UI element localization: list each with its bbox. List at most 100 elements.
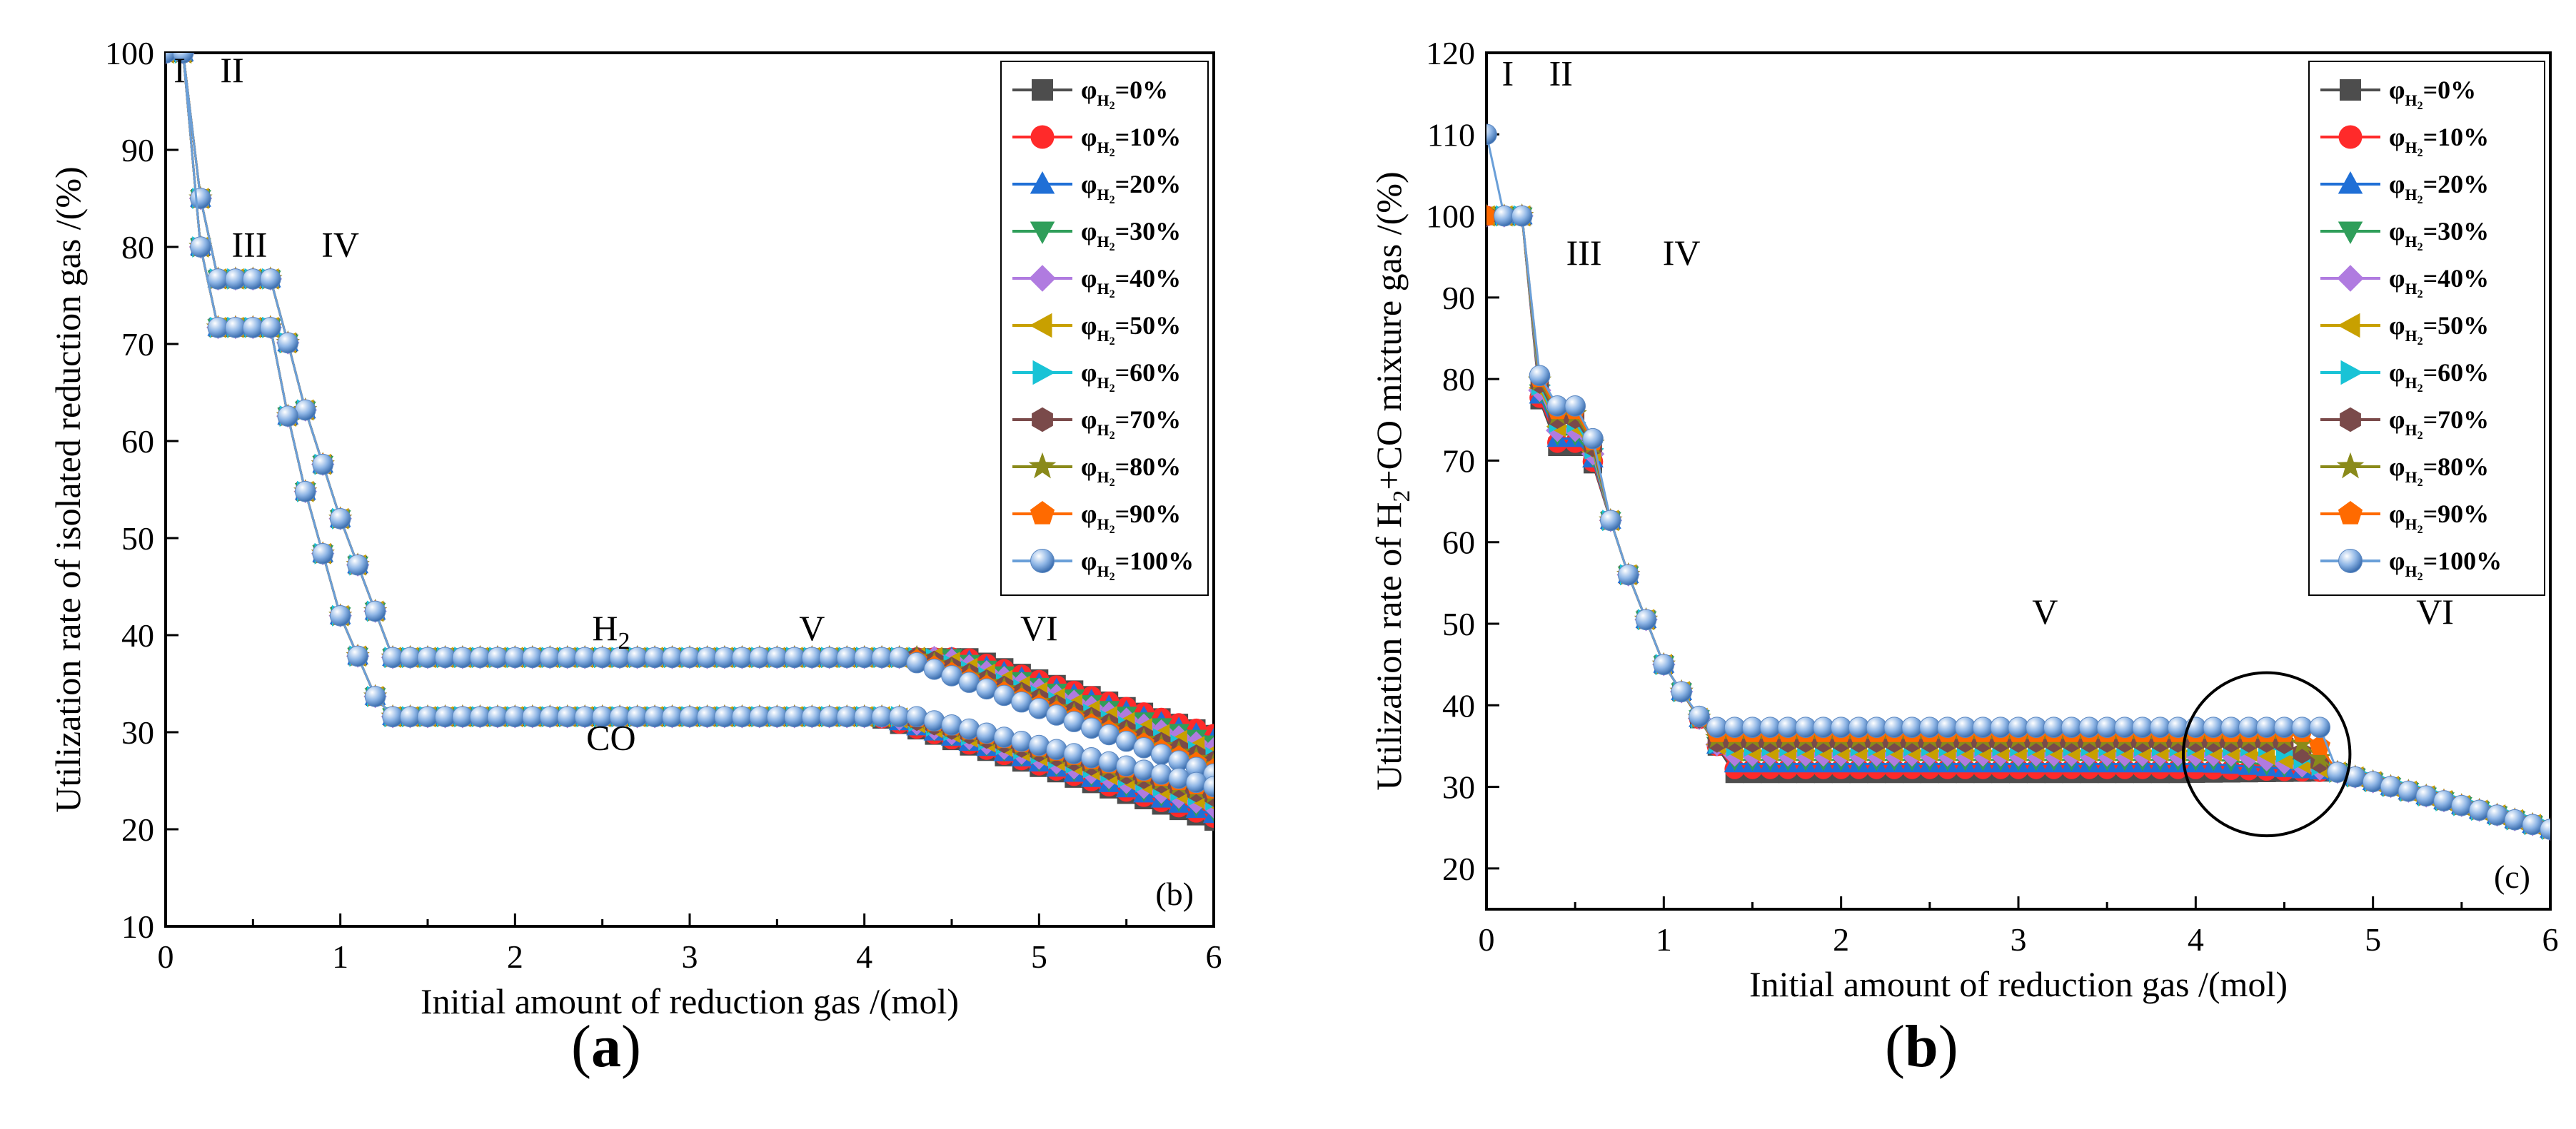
data-point <box>1115 755 1137 777</box>
annotation-label: I <box>1501 54 1514 93</box>
data-point <box>1028 734 1050 756</box>
data-point <box>1706 717 1728 738</box>
caption-a-letter: a <box>590 1013 621 1080</box>
data-point <box>1494 205 1515 227</box>
legend-marker <box>1030 501 1055 525</box>
data-point <box>2362 771 2384 793</box>
y-tick-label: 90 <box>121 132 154 168</box>
data-point <box>2415 785 2437 807</box>
legend-label: φH2=10% <box>2389 123 2489 159</box>
legend-label: φH2=0% <box>2389 76 2476 112</box>
caption-b: (b) <box>1885 1012 1958 1081</box>
legend-marker <box>1030 221 1055 244</box>
data-point <box>1486 205 1497 226</box>
caption-b-letter: b <box>1904 1013 1938 1080</box>
annotation-label: V <box>2032 592 2058 632</box>
legend-marker <box>1030 171 1055 194</box>
data-point <box>260 268 281 290</box>
data-point <box>1098 751 1120 773</box>
data-point <box>2486 804 2508 826</box>
x-tick-label: 0 <box>1479 921 1495 958</box>
annotation-label: II <box>1549 54 1573 93</box>
data-point <box>906 706 927 728</box>
y-tick-label: 100 <box>1426 198 1475 235</box>
legend-marker <box>1030 125 1055 149</box>
x-tick-label: 5 <box>2365 921 2381 958</box>
data-point <box>329 605 351 627</box>
data-point <box>1511 205 1533 227</box>
data-point <box>923 710 945 731</box>
annotation-label: III <box>1566 233 1602 273</box>
panel-tag: (c) <box>2494 859 2530 895</box>
x-tick-label: 5 <box>1031 938 1047 975</box>
x-tick-label: 6 <box>2542 921 2559 958</box>
y-tick-label: 40 <box>121 617 154 654</box>
x-tick-label: 3 <box>2011 921 2027 958</box>
legend-marker <box>1029 265 1056 292</box>
data-point <box>2398 780 2420 802</box>
data-point <box>1564 395 1586 417</box>
y-tick-label: 120 <box>1426 35 1475 71</box>
legend-label: φH2=100% <box>2389 547 2502 583</box>
legend-marker <box>1030 549 1055 573</box>
data-point <box>1671 681 1692 703</box>
x-tick-label: 3 <box>682 938 698 975</box>
data-point <box>2026 717 2047 738</box>
data-point <box>2291 717 2313 738</box>
annotation-label: V <box>799 608 825 648</box>
data-point <box>1203 776 1214 797</box>
legend-label: φH2=60% <box>1081 358 1181 395</box>
legend-label: φH2=0% <box>1081 76 1168 112</box>
y-tick-label: 70 <box>121 326 154 363</box>
legend-label: φH2=50% <box>2389 311 2489 348</box>
annotation-label: VI <box>2416 592 2454 632</box>
y-tick-label: 70 <box>1442 442 1475 479</box>
data-point <box>2504 809 2526 831</box>
plot-area <box>166 53 1214 831</box>
data-point <box>2309 717 2330 738</box>
data-point <box>1901 717 1923 738</box>
caption-b-open: ( <box>1885 1013 1905 1080</box>
y-tick-label: 90 <box>1442 280 1475 316</box>
data-point <box>277 405 299 427</box>
panel-tag: (b) <box>1155 876 1194 912</box>
annotation-label: VI <box>1020 608 1058 648</box>
data-point <box>958 718 980 740</box>
data-point <box>1635 609 1657 631</box>
data-point <box>1777 717 1798 738</box>
chart-panel-b: 0 1 2 3 4 5 6 20 30 40 50 60 70 80 90 100 110 120 Initial … <box>1369 35 2559 1004</box>
legend-marker <box>2338 313 2360 338</box>
legend-marker <box>2338 221 2363 244</box>
y-tick-label: 20 <box>1442 851 1475 887</box>
x-tick-label: 4 <box>2188 921 2204 958</box>
data-point <box>1724 717 1746 738</box>
data-point <box>1990 717 2011 738</box>
y-tick-label: 40 <box>1442 687 1475 724</box>
legend-label: φH2=80% <box>1081 452 1181 489</box>
y-axis-label: Utilization rate of isolated reduction g… <box>48 166 88 812</box>
data-point <box>2238 717 2260 738</box>
legend-label: φH2=60% <box>2389 358 2489 395</box>
data-point <box>312 453 334 475</box>
data-point <box>1203 804 1214 824</box>
annotation-label: H2 <box>592 608 630 654</box>
annotation-label: IV <box>321 225 359 265</box>
data-point <box>2114 717 2135 738</box>
y-tick-label: 110 <box>1427 116 1475 153</box>
data-point <box>1011 731 1032 752</box>
x-axis-label: Initial amount of reduction gas /(mol) <box>421 981 959 1021</box>
data-point <box>347 645 368 667</box>
data-point <box>1813 717 1834 738</box>
data-point <box>2132 717 2153 738</box>
data-point <box>329 508 351 530</box>
legend-label: φH2=30% <box>2389 217 2489 253</box>
data-point <box>294 480 316 502</box>
legend-label: φH2=50% <box>1081 311 1181 348</box>
data-point <box>2096 717 2118 738</box>
data-point <box>1486 123 1497 146</box>
caption-a: (a) <box>571 1012 641 1081</box>
legend-label: φH2=20% <box>1081 170 1181 206</box>
legend-marker <box>2340 79 2361 101</box>
data-point <box>2290 731 2314 754</box>
y-tick-label: 20 <box>121 811 154 848</box>
